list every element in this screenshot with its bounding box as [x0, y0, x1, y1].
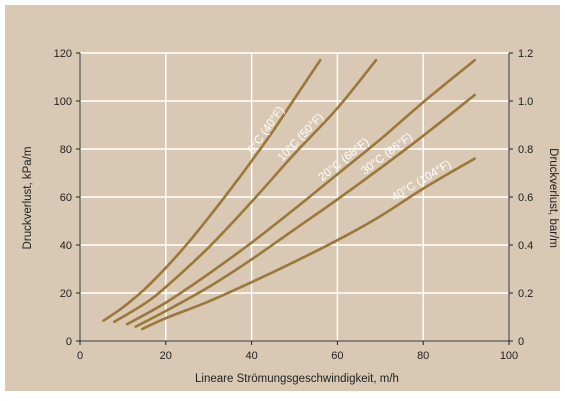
y-right-tick-label: 0.6: [518, 192, 533, 204]
y-left-tick-label: 20: [60, 288, 72, 300]
x-tick-label: 20: [160, 350, 172, 362]
y-right-tick-label: 0.8: [518, 144, 533, 156]
y-left-tick-label: 0: [66, 336, 72, 348]
y-right-tick-label: 1.2: [518, 48, 533, 60]
y-right-tick-label: 1.0: [518, 96, 533, 108]
curve-layer: [102, 58, 476, 331]
y-axis-label-left: Druckverlust, kPa/m: [22, 147, 34, 250]
series-line: [125, 58, 476, 326]
series-line: [113, 58, 378, 324]
y-right-tick-label: 0: [518, 336, 524, 348]
y-left-tick-label: 100: [54, 96, 72, 108]
y-left-tick-label: 80: [60, 144, 72, 156]
x-tick-label: 0: [77, 350, 83, 362]
x-tick-label: 100: [500, 350, 518, 362]
x-tick-label: 80: [417, 350, 429, 362]
x-tick-label: 60: [331, 350, 343, 362]
y-right-tick-label: 0.2: [518, 288, 533, 300]
y-axis-label-right: Druckverlust, bar/m: [547, 148, 559, 248]
y-left-tick-label: 120: [54, 48, 72, 60]
x-axis-label: Lineare Strömungsgeschwindigkeit, m/h: [195, 373, 399, 385]
y-right-tick-label: 0.4: [518, 240, 533, 252]
x-tick-label: 40: [245, 350, 257, 362]
y-left-tick-label: 60: [60, 192, 72, 204]
y-left-tick-label: 40: [60, 240, 72, 252]
series-line: [134, 93, 476, 328]
series-line: [102, 58, 322, 322]
series-line: [140, 157, 476, 331]
